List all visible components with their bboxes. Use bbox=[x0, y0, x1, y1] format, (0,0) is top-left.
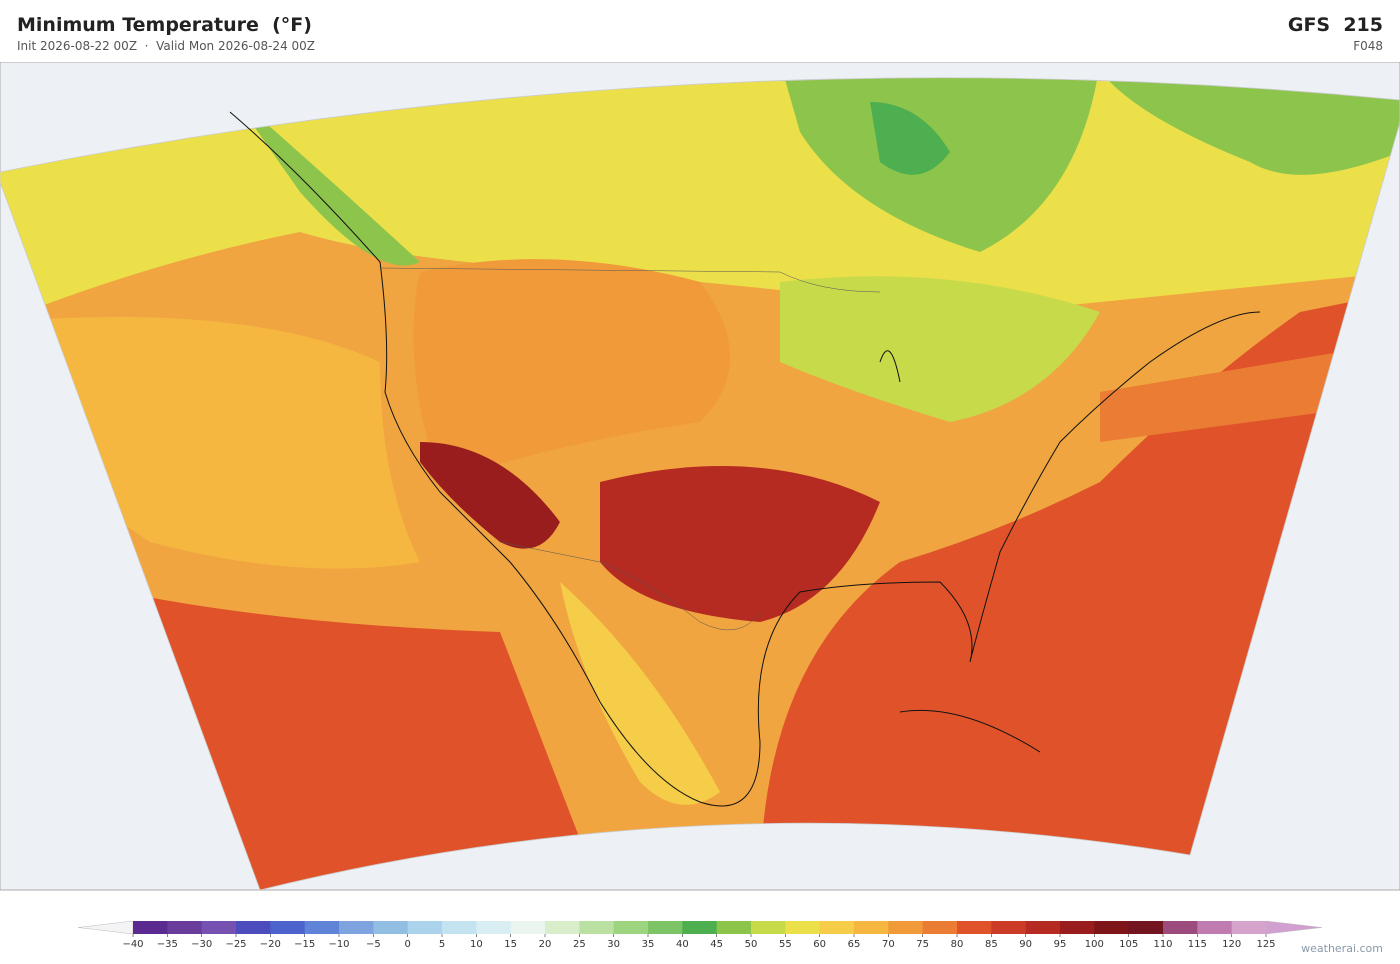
colorbar-segment bbox=[167, 921, 203, 934]
borders bbox=[379, 267, 881, 631]
colorbar-segment bbox=[613, 921, 649, 934]
colorbar-tick-label: 65 bbox=[848, 939, 861, 950]
colorbar-segment bbox=[991, 921, 1027, 934]
colorbar-tick-label: 40 bbox=[676, 939, 689, 950]
watermark: weatherai.com bbox=[1301, 942, 1383, 955]
colorbar-segment bbox=[785, 921, 821, 934]
colorbar-segment bbox=[1094, 921, 1130, 934]
colorbar-tick-label: 25 bbox=[573, 939, 586, 950]
colorbar-extend-high bbox=[1265, 920, 1323, 935]
colorbar-tick-label: 55 bbox=[779, 939, 792, 950]
colorbar-segment bbox=[957, 921, 992, 934]
forecast-hour: F048 bbox=[1353, 39, 1383, 53]
colorbar-segment bbox=[922, 921, 958, 934]
colorbar-segment bbox=[1025, 921, 1061, 934]
temperature-field bbox=[0, 77, 1400, 891]
colorbar-tick-label: 90 bbox=[1019, 939, 1032, 950]
colorbar-tick-label: 70 bbox=[882, 939, 895, 950]
colorbar-segment bbox=[236, 921, 271, 934]
colorbar-tick-label: −25 bbox=[225, 939, 246, 950]
colorbar-segment bbox=[819, 921, 855, 934]
colorbar-tick-label: 0 bbox=[404, 939, 410, 950]
model-name: GFS 215 bbox=[1287, 14, 1383, 36]
colorbar-segment bbox=[888, 921, 924, 934]
colorbar-tick-label: −10 bbox=[328, 939, 349, 950]
colorbar-tick-label: −40 bbox=[122, 939, 143, 950]
colorbar-tick-label: 45 bbox=[710, 939, 723, 950]
colorbar-segment bbox=[407, 921, 443, 934]
colorbar-segment bbox=[682, 921, 718, 934]
colorbar-segment bbox=[716, 921, 752, 934]
colorbar-segment bbox=[373, 921, 409, 934]
colorbar-extend-low bbox=[77, 920, 134, 935]
colorbar-segment bbox=[1128, 921, 1164, 934]
colorbar-segment bbox=[442, 921, 477, 934]
colorbar-tick-label: 120 bbox=[1222, 939, 1241, 950]
colorbar-tick-label: −35 bbox=[157, 939, 178, 950]
colorbar-segment bbox=[579, 921, 615, 934]
colorbar-tick-label: 95 bbox=[1054, 939, 1067, 950]
colorbar-segment bbox=[545, 921, 580, 934]
colorbar-segment bbox=[1163, 921, 1198, 934]
colorbar-tick-label: 100 bbox=[1085, 939, 1104, 950]
colorbar-segment bbox=[751, 921, 786, 934]
map bbox=[0, 62, 1400, 891]
colorbar-segment bbox=[133, 921, 168, 934]
colorbar-tick-label: 5 bbox=[439, 939, 445, 950]
colorbar-tick-label: 75 bbox=[916, 939, 929, 950]
colorbar-segment bbox=[510, 921, 546, 934]
colorbar-segment bbox=[648, 921, 683, 934]
colorbar-tick-label: 115 bbox=[1188, 939, 1207, 950]
colorbar-segment bbox=[854, 921, 889, 934]
colorbar-segment bbox=[1060, 921, 1095, 934]
subtitle: Init 2026-08-22 00Z · Valid Mon 2026-08-… bbox=[17, 39, 316, 53]
colorbar-segment bbox=[201, 921, 237, 934]
colorbar-tick-label: 80 bbox=[951, 939, 964, 950]
colorbar-tick-label: −30 bbox=[191, 939, 212, 950]
colorbar-tick-label: 110 bbox=[1153, 939, 1172, 950]
colorbar-segment bbox=[270, 921, 306, 934]
colorbar-tick-label: 85 bbox=[985, 939, 998, 950]
colorbar-tick-label: 60 bbox=[813, 939, 826, 950]
colorbar-tick-label: 125 bbox=[1256, 939, 1275, 950]
colorbar-tick-label: 20 bbox=[539, 939, 552, 950]
colorbar-segment bbox=[1197, 921, 1233, 934]
colorbar-tick-label: −15 bbox=[294, 939, 315, 950]
colorbar-tick-label: 15 bbox=[504, 939, 517, 950]
colorbar-tick-label: 50 bbox=[745, 939, 758, 950]
title: Minimum Temperature (°F) bbox=[17, 14, 312, 36]
colorbar: −40 −35 −30 −25 −20 −15 −10 −5 0 5 10 15 20 25 30 35 40 4… bbox=[77, 920, 1323, 950]
colorbar-tick-label: 35 bbox=[642, 939, 655, 950]
colorbar-tick-label: 10 bbox=[470, 939, 483, 950]
colorbar-segment bbox=[304, 921, 340, 934]
colorbar-tick-label: −5 bbox=[366, 939, 381, 950]
coastlines bbox=[229, 111, 1261, 807]
colorbar-segment bbox=[1231, 921, 1267, 934]
colorbar-tick-label: −20 bbox=[260, 939, 281, 950]
colorbar-segment bbox=[339, 921, 374, 934]
colorbar-segment bbox=[476, 921, 512, 934]
colorbar-tick-label: 105 bbox=[1119, 939, 1138, 950]
colorbar-tick-label: 30 bbox=[607, 939, 620, 950]
